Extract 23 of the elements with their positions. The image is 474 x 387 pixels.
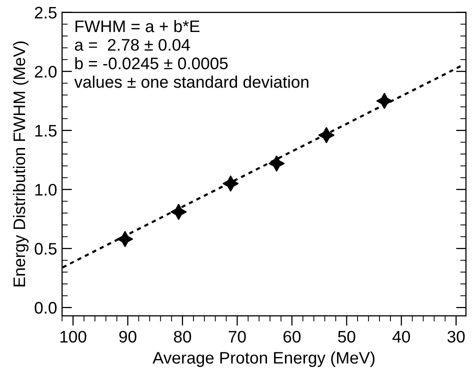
x-tick-label: 80	[174, 330, 192, 343]
point	[117, 231, 134, 248]
point	[268, 156, 285, 172]
y-tick-label: 2.5	[34, 6, 57, 19]
x-tick-label: 60	[284, 330, 301, 343]
x-tick-label: 100	[60, 330, 86, 343]
point	[318, 127, 334, 144]
x-tick-label: 70	[228, 330, 246, 343]
point	[170, 204, 187, 220]
annotation: FWHM = a + b*E a = 2.78 ± 0.04 b = -0.0245 ± 0.0005 values ± one standard deviation	[74, 20, 308, 88]
x-tick-label: 30	[447, 330, 465, 343]
y-tick-label: 0.0	[34, 302, 57, 314]
x-axis-title: Average Proton Energy (MeV)	[152, 351, 374, 368]
y-tick-label: 0.5	[34, 242, 57, 255]
y-tick-label: 1.0	[35, 184, 57, 196]
y-tick-label: 1.5	[35, 125, 57, 137]
y-axis-title: Energy Distribution FWHM (MeV)	[12, 41, 29, 286]
point	[376, 92, 392, 109]
x-tick-label: 50	[338, 330, 356, 343]
y-tick-label: 2.0	[34, 66, 57, 78]
x-tick-label: 90	[119, 330, 136, 343]
point	[222, 176, 239, 192]
x-tick-label: 40	[392, 330, 410, 343]
